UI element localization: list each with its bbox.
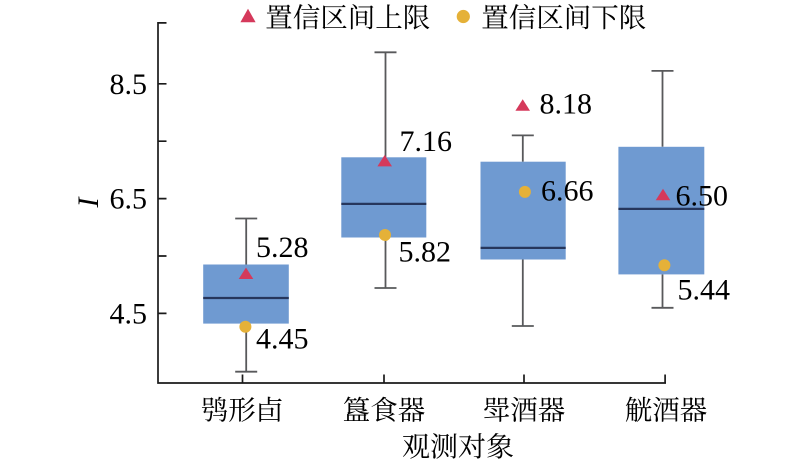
- svg-text:I: I: [72, 196, 105, 209]
- svg-text:6.5: 6.5: [110, 183, 148, 216]
- svg-text:6.66: 6.66: [541, 175, 594, 208]
- svg-text:6.50: 6.50: [676, 180, 729, 213]
- svg-text:7.16: 7.16: [400, 125, 453, 158]
- svg-text:8.18: 8.18: [540, 88, 593, 121]
- svg-text:4.45: 4.45: [256, 323, 309, 356]
- svg-text:5.28: 5.28: [256, 231, 309, 264]
- svg-text:4.5: 4.5: [110, 297, 148, 330]
- svg-text:8.5: 8.5: [110, 68, 148, 101]
- svg-text:5.82: 5.82: [399, 236, 452, 269]
- svg-text:5.44: 5.44: [678, 273, 731, 306]
